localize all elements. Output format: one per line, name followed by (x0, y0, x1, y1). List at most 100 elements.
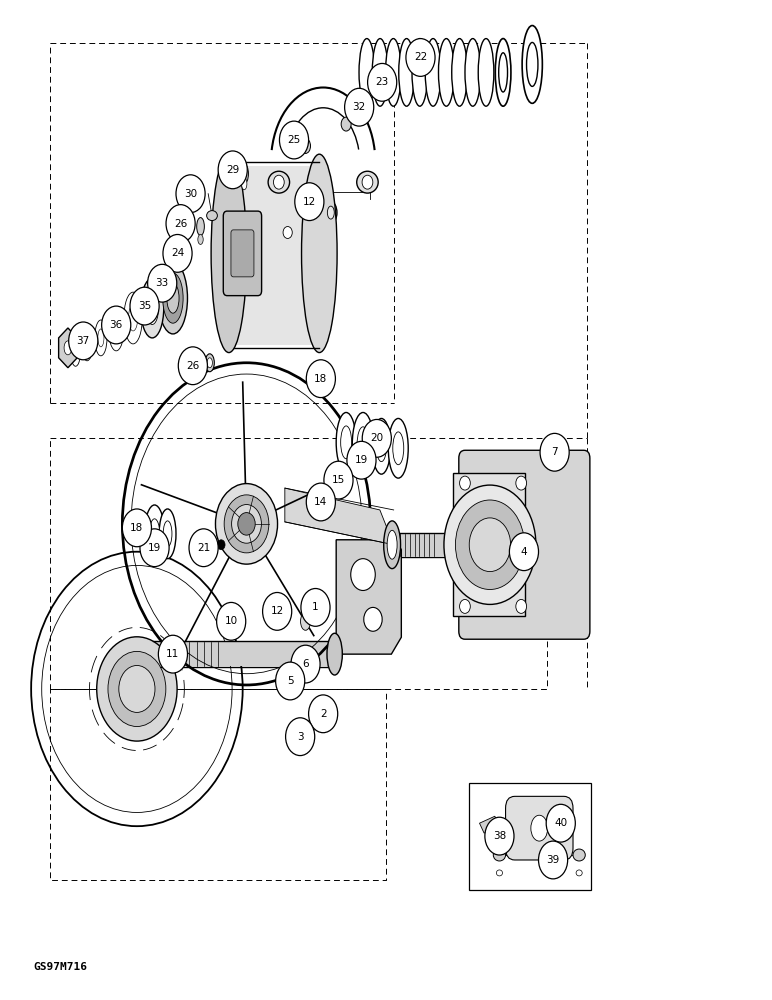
Circle shape (455, 500, 524, 589)
Ellipse shape (341, 117, 351, 131)
Ellipse shape (146, 292, 158, 324)
Circle shape (276, 662, 305, 700)
Circle shape (295, 183, 324, 221)
Polygon shape (336, 540, 401, 654)
Text: 33: 33 (156, 278, 169, 288)
Text: 15: 15 (332, 475, 345, 485)
Circle shape (238, 513, 256, 535)
Ellipse shape (64, 341, 72, 355)
Ellipse shape (359, 39, 374, 106)
Circle shape (459, 476, 470, 490)
Ellipse shape (268, 171, 290, 193)
Text: 19: 19 (148, 543, 161, 553)
Text: 6: 6 (302, 659, 309, 669)
Text: 36: 36 (110, 320, 123, 330)
Ellipse shape (141, 278, 164, 338)
Text: 21: 21 (197, 543, 210, 553)
FancyBboxPatch shape (223, 211, 262, 296)
Polygon shape (285, 488, 394, 545)
Circle shape (102, 306, 130, 344)
Text: 3: 3 (297, 732, 303, 742)
Ellipse shape (71, 341, 80, 366)
Circle shape (306, 483, 335, 521)
Text: 26: 26 (174, 219, 188, 229)
Text: 30: 30 (184, 189, 197, 199)
Ellipse shape (167, 283, 179, 313)
Circle shape (510, 533, 539, 571)
Ellipse shape (412, 39, 428, 106)
Circle shape (218, 151, 247, 189)
Circle shape (178, 347, 208, 385)
Text: 14: 14 (314, 497, 327, 507)
Circle shape (232, 505, 262, 543)
Circle shape (286, 718, 315, 756)
Ellipse shape (198, 234, 203, 244)
Circle shape (96, 637, 177, 741)
Circle shape (539, 841, 567, 879)
Ellipse shape (327, 206, 334, 219)
Circle shape (166, 205, 195, 242)
Bar (153, 642, 338, 666)
Ellipse shape (327, 633, 342, 675)
Polygon shape (479, 816, 499, 833)
Ellipse shape (438, 39, 454, 106)
Circle shape (283, 227, 293, 238)
Circle shape (301, 589, 330, 626)
Circle shape (362, 175, 373, 189)
Polygon shape (59, 328, 77, 368)
Circle shape (273, 175, 284, 189)
Circle shape (516, 476, 527, 490)
Ellipse shape (207, 211, 218, 221)
Circle shape (444, 485, 536, 604)
Circle shape (279, 121, 309, 159)
Ellipse shape (240, 164, 249, 184)
Ellipse shape (158, 262, 188, 334)
Ellipse shape (499, 53, 507, 92)
Text: 25: 25 (287, 135, 300, 145)
Ellipse shape (531, 815, 547, 841)
Circle shape (215, 484, 278, 564)
Ellipse shape (98, 329, 104, 347)
Text: 35: 35 (138, 301, 151, 311)
Circle shape (147, 264, 177, 302)
Ellipse shape (336, 412, 356, 472)
Circle shape (217, 602, 245, 640)
Ellipse shape (159, 509, 176, 559)
Circle shape (469, 518, 510, 572)
Circle shape (176, 175, 205, 213)
Circle shape (546, 804, 575, 842)
Ellipse shape (387, 530, 397, 559)
Text: 26: 26 (186, 361, 199, 371)
Ellipse shape (211, 154, 247, 353)
Circle shape (485, 817, 514, 855)
Bar (386, 534, 453, 556)
Polygon shape (229, 166, 320, 345)
Ellipse shape (340, 426, 351, 459)
Text: 18: 18 (130, 523, 144, 533)
Text: 22: 22 (414, 52, 427, 62)
Circle shape (324, 461, 353, 499)
Ellipse shape (465, 39, 481, 106)
Text: 38: 38 (493, 831, 506, 841)
Circle shape (344, 88, 374, 126)
Text: 24: 24 (171, 248, 185, 258)
Circle shape (406, 39, 435, 76)
Ellipse shape (319, 706, 328, 722)
Ellipse shape (357, 427, 369, 462)
Ellipse shape (128, 305, 137, 331)
Ellipse shape (300, 612, 310, 630)
Ellipse shape (452, 39, 467, 106)
Text: 37: 37 (76, 336, 90, 346)
Ellipse shape (95, 320, 107, 356)
Circle shape (119, 665, 155, 712)
Ellipse shape (109, 307, 124, 351)
Ellipse shape (372, 418, 391, 474)
Text: 5: 5 (287, 676, 293, 686)
FancyBboxPatch shape (459, 450, 590, 639)
Text: 12: 12 (303, 197, 316, 207)
Ellipse shape (384, 521, 401, 569)
Ellipse shape (388, 418, 408, 478)
Ellipse shape (290, 733, 299, 749)
Text: 40: 40 (554, 818, 567, 828)
Ellipse shape (372, 39, 388, 106)
